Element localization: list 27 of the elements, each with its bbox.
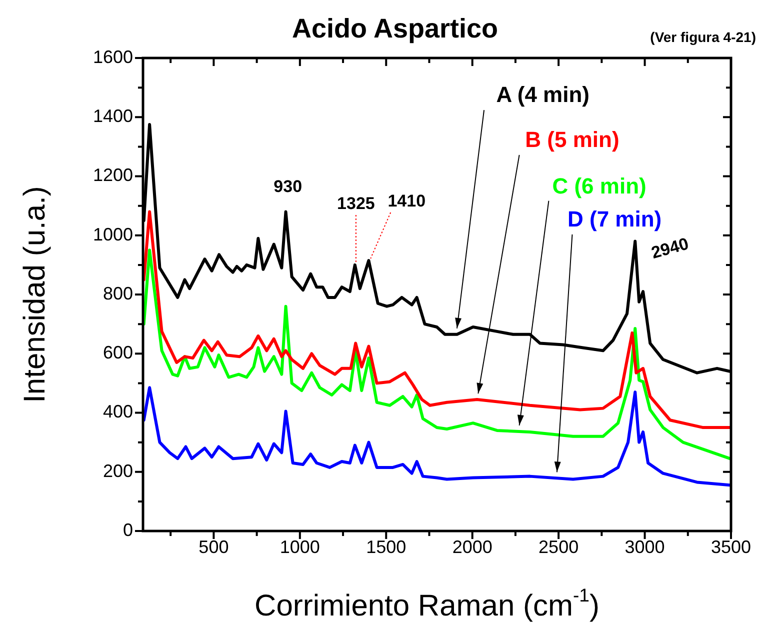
chart-title: Acido Aspartico — [292, 13, 498, 44]
x-tick-label: 1000 — [280, 536, 320, 557]
annotation: 930 — [274, 176, 302, 196]
y-tick-label: 200 — [102, 460, 133, 481]
x-tick-label: 2500 — [538, 536, 579, 557]
annotation: 1410 — [388, 192, 426, 211]
y-tick-label: 400 — [102, 402, 133, 422]
y-tick-label: 1600 — [92, 46, 133, 67]
y-tick-label: 1200 — [92, 165, 133, 186]
legend-label: A (4 min) — [496, 82, 590, 107]
x-tick-label: 1500 — [366, 536, 406, 557]
x-tick-label: 3000 — [624, 536, 665, 557]
x-tick-label: 500 — [198, 536, 229, 557]
y-tick-label: 600 — [102, 342, 133, 363]
x-tick-label: 2000 — [452, 536, 492, 557]
annotation: 2940 — [649, 234, 691, 263]
annotation: 1325 — [337, 194, 375, 214]
text: D (7 min) — [568, 206, 662, 232]
x-tick-label: 3500 — [710, 536, 752, 557]
y-tick-label: 1000 — [92, 224, 133, 244]
y-axis-title: Intensidad (u.a.) — [18, 186, 52, 403]
text: B (5 min) — [525, 126, 620, 152]
chart-subtitle: (Ver figura 4-21) — [650, 28, 756, 45]
y-tick-label: 0 — [122, 520, 133, 540]
y-tick-label: 800 — [102, 283, 133, 304]
y-tick-label: 1400 — [92, 106, 133, 126]
text: C (6 min) — [552, 174, 646, 199]
